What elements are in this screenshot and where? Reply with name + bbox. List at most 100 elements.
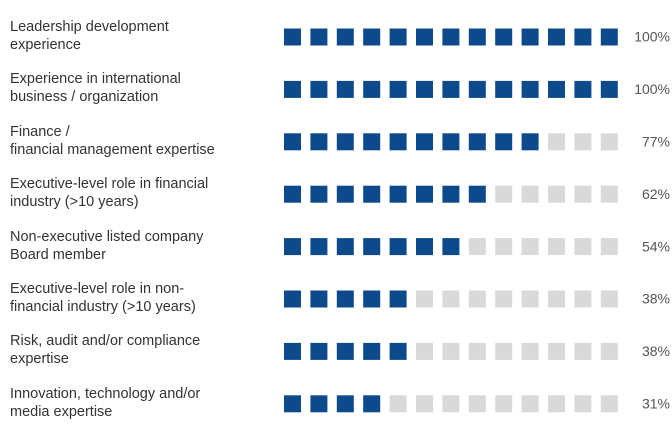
- filled-square: [284, 395, 301, 413]
- empty-square: [548, 342, 565, 360]
- value-label: 38%: [642, 343, 670, 359]
- filled-square: [521, 133, 539, 151]
- filled-square: [336, 395, 354, 413]
- filled-square: [310, 185, 328, 203]
- filled-square: [284, 290, 301, 308]
- filled-square: [336, 80, 354, 98]
- filled-square: [574, 28, 592, 46]
- filled-square: [336, 342, 354, 360]
- empty-square: [600, 133, 618, 151]
- filled-square: [600, 28, 618, 46]
- category-label: Non-executive listed company Board membe…: [10, 228, 204, 263]
- empty-square: [600, 395, 618, 413]
- empty-square: [468, 395, 486, 413]
- value-label: 62%: [642, 186, 670, 202]
- filled-square: [310, 80, 328, 98]
- filled-square: [521, 80, 539, 98]
- filled-square: [284, 342, 301, 360]
- filled-square: [416, 185, 433, 203]
- empty-square: [442, 395, 460, 413]
- filled-square: [468, 80, 486, 98]
- filled-square: [336, 133, 354, 151]
- filled-square: [495, 80, 513, 98]
- filled-square: [389, 28, 407, 46]
- empty-square: [574, 290, 592, 308]
- empty-square: [600, 238, 618, 256]
- value-label: 77%: [642, 134, 670, 150]
- category-label: Experience in international business / o…: [10, 71, 181, 106]
- filled-square: [468, 28, 486, 46]
- filled-square: [363, 80, 381, 98]
- filled-square: [389, 133, 407, 151]
- empty-square: [548, 133, 565, 151]
- category-label: Executive-level role in non- financial i…: [10, 281, 196, 315]
- filled-square: [310, 28, 328, 46]
- category-label: Finance / financial management expertise: [10, 123, 215, 158]
- empty-square: [548, 395, 565, 413]
- empty-square: [521, 395, 539, 413]
- filled-square: [363, 133, 381, 151]
- filled-square: [416, 80, 433, 98]
- filled-square: [363, 28, 381, 46]
- filled-square: [389, 290, 407, 308]
- empty-square: [521, 290, 539, 308]
- filled-square: [363, 395, 381, 413]
- empty-square: [495, 395, 513, 413]
- filled-square: [363, 185, 381, 203]
- empty-square: [416, 342, 433, 360]
- empty-square: [495, 185, 513, 203]
- filled-square: [442, 133, 460, 151]
- filled-square: [442, 80, 460, 98]
- filled-square: [310, 133, 328, 151]
- empty-square: [521, 185, 539, 203]
- filled-square: [336, 28, 354, 46]
- value-label: 100%: [634, 29, 670, 45]
- category-label: Risk, audit and/or compliance expertise: [10, 333, 201, 368]
- empty-square: [600, 342, 618, 360]
- empty-square: [468, 238, 486, 256]
- category-label: Leadership development experience: [10, 19, 169, 53]
- empty-square: [600, 290, 618, 308]
- category-label: Innovation, technology and/or media expe…: [10, 385, 201, 420]
- empty-square: [468, 342, 486, 360]
- empty-square: [468, 290, 486, 308]
- empty-square: [574, 238, 592, 256]
- filled-square: [389, 342, 407, 360]
- filled-square: [495, 133, 513, 151]
- filled-square: [310, 238, 328, 256]
- empty-square: [574, 342, 592, 360]
- filled-square: [310, 290, 328, 308]
- filled-square: [442, 185, 460, 203]
- empty-square: [442, 290, 460, 308]
- empty-square: [495, 342, 513, 360]
- empty-square: [495, 238, 513, 256]
- filled-square: [363, 290, 381, 308]
- filled-square: [416, 28, 433, 46]
- filled-square: [310, 342, 328, 360]
- value-label: 54%: [642, 238, 670, 254]
- empty-square: [416, 290, 433, 308]
- filled-square: [416, 238, 433, 256]
- filled-square: [336, 238, 354, 256]
- empty-square: [574, 133, 592, 151]
- value-label: 38%: [642, 291, 670, 307]
- filled-square: [468, 185, 486, 203]
- empty-square: [442, 342, 460, 360]
- filled-square: [284, 238, 301, 256]
- filled-square: [574, 80, 592, 98]
- filled-square: [416, 133, 433, 151]
- filled-square: [284, 80, 301, 98]
- filled-square: [548, 28, 565, 46]
- filled-square: [389, 80, 407, 98]
- filled-square: [389, 185, 407, 203]
- empty-square: [521, 342, 539, 360]
- value-label: 31%: [642, 396, 670, 412]
- filled-square: [363, 342, 381, 360]
- empty-square: [600, 185, 618, 203]
- empty-square: [521, 238, 539, 256]
- filled-square: [284, 185, 301, 203]
- empty-square: [574, 185, 592, 203]
- filled-square: [363, 238, 381, 256]
- filled-square: [310, 395, 328, 413]
